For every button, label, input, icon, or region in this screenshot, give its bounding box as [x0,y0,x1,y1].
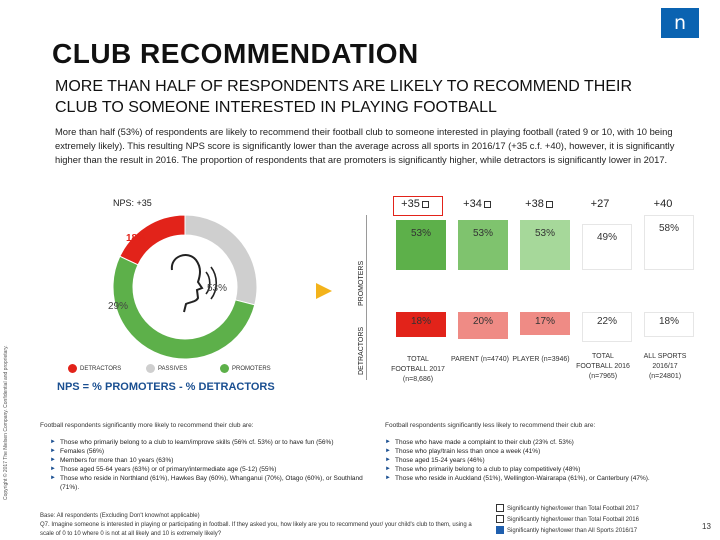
col-score-total-2017: +35 [390,198,440,210]
left-panel-list: Those who primarily belong to a club to … [50,438,368,492]
list-item: Those who reside in Northland (61%), Haw… [50,474,368,492]
nielsen-logo: n [661,8,699,38]
head-listening-icon [170,254,218,313]
logo-glyph: n [673,12,687,34]
col-score-parent: +34 [452,198,502,210]
promoters-bar-label: 53% [534,227,555,239]
col-label-total-2017: TOTAL FOOTBALL 2017 (n=8,686) [391,356,445,383]
detractors-bar [644,312,694,337]
detractors-bar-label: 22% [596,316,617,327]
list-item: Those aged 55-64 years (63%) or of prima… [50,465,368,474]
promoters-bar [644,215,694,270]
detractors-bar [520,312,570,336]
donut-segments [112,214,258,360]
right-panel-list: Those who have made a complaint to their… [385,438,715,483]
key-row-total-2017: Significantly higher/lower than Total Fo… [496,504,639,515]
page-number: 13 [702,522,711,531]
passives-pct-label: 29% [108,301,129,312]
legend-detractors-swatch [68,364,77,373]
col-score-total-2016: +27 [590,198,610,210]
col-score-player: +38 [514,198,564,210]
list-item: Females (56%) [50,447,368,456]
nps-donut-chart [112,214,258,360]
list-item: Those who have made a complaint to their… [385,438,715,447]
nps-formula: NPS = % PROMOTERS - % DETRACTORS [57,381,275,393]
key-square-icon [496,515,504,524]
detractors-bar [582,312,632,342]
base-note: Base: All respondents (Excluding Don't k… [40,513,200,519]
footnote: Base: All respondents (Excluding Don't k… [40,512,480,539]
question-note: Q7. Imagine someone is interested in pla… [40,522,472,537]
col-label-total-2016: TOTAL FOOTBALL 2016 (n=7965) [576,353,630,380]
promoters-bar [520,219,570,270]
list-item: Members for more than 10 years (63%) [50,456,368,465]
significance-key: Significantly higher/lower than Total Fo… [496,504,639,537]
col-score-all-sports: +40 [653,198,673,210]
highlight-box-total-2017 [393,196,443,216]
significance-marker [483,200,491,208]
left-panel-heading: Football respondents significantly more … [40,422,254,429]
col-label-player: PLAYER (n=3946) [512,356,570,363]
significance-marker [421,200,429,208]
promoters-pct-label: 53% [207,283,228,294]
row-label-detractors: DETRACTORS [358,326,365,375]
key-square-icon [496,504,504,513]
key-square-filled-icon [496,526,504,535]
promoters-bar [396,219,446,270]
detractors-bar-label: 18% [410,316,431,327]
promoters-bar-label: 49% [596,231,617,243]
legend-passives-swatch [146,364,155,373]
row-label-promoters: PROMOTERS [358,260,365,306]
legend-passives-label: PASSIVES [158,366,188,372]
detractors-pct-label: 18% [126,233,147,244]
key-row-total-2016: Significantly higher/lower than Total Fo… [496,515,639,526]
donut-segment-promoters [112,255,256,360]
detractors-bar [396,312,446,337]
promoters-bar-label: 53% [410,227,431,239]
nps-total-label: NPS: +35 [113,198,152,208]
intro-paragraph: More than half (53%) of respondents are … [55,126,675,165]
col-label-all-sports: ALL SPORTS 2016/17 (n=24801) [643,353,687,380]
promoters-bar [458,219,508,270]
list-item: Those who play/train less than once a we… [385,447,715,456]
row-divider-line [366,215,367,380]
detractors-bar [458,312,508,340]
legend-detractors-label: DETRACTORS [80,366,122,372]
page-title: CLUB RECOMMENDATION [52,38,419,69]
detractors-bar-label: 17% [534,316,555,327]
detractors-bar-label: 18% [658,316,679,327]
play-arrow-icon [316,283,332,299]
promoters-bar [582,223,632,270]
list-item: Those who primarily belong to a club to … [50,438,368,447]
significance-marker [545,200,553,208]
promoters-bar-label: 58% [658,223,679,234]
col-label-parent: PARENT (n=4740) [451,356,509,363]
promoters-bar-label: 53% [472,227,493,239]
list-item: Those who reside in Auckland (51%), Well… [385,474,715,483]
list-item: Those aged 15-24 years (46%) [385,456,715,465]
copyright-notice: Copyright © 2017 The Nielsen Company. Co… [3,345,9,500]
legend-promoters-label: PROMOTERS [232,366,271,372]
right-panel-heading: Football respondents significantly less … [385,422,596,429]
legend-promoters-swatch [220,364,229,373]
page-subtitle: MORE THAN HALF OF RESPONDENTS ARE LIKELY… [55,78,632,116]
key-row-all-sports: Significantly higher/lower than All Spor… [496,526,639,537]
list-item: Those who primarily belong to a club to … [385,465,715,474]
detractors-bar-label: 20% [472,316,493,327]
